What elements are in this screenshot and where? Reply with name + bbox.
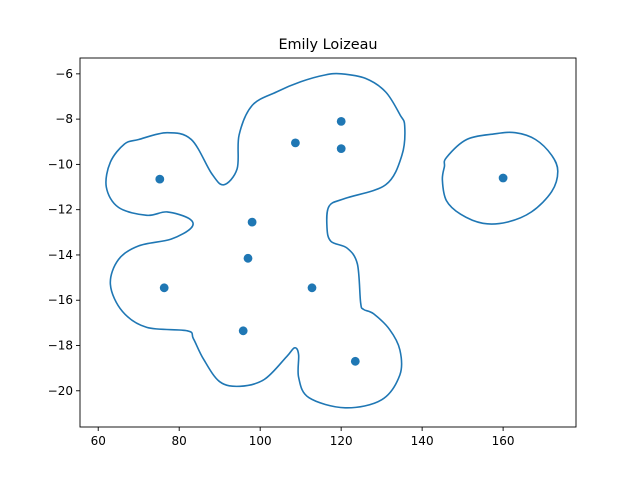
data-point-5 [247, 217, 257, 227]
x-tick-label-120: 120 [330, 434, 353, 448]
x-tick-label-80: 80 [172, 434, 187, 448]
y-tick-label--20: −20 [48, 384, 73, 398]
chart-title: Emily Loizeau [278, 37, 377, 53]
y-tick-label--12: −12 [48, 203, 73, 217]
x-tick-label-100: 100 [249, 434, 272, 448]
data-point-4 [243, 253, 253, 263]
data-point-9 [336, 144, 346, 154]
y-tick-label--18: −18 [48, 339, 73, 353]
y-tick-label--16: −16 [48, 293, 73, 307]
contour-line-2 [441, 131, 559, 225]
data-point-1 [155, 174, 165, 184]
y-tick-label--6: −6 [55, 67, 73, 81]
data-point-8 [336, 117, 346, 126]
data-point-7 [307, 283, 317, 293]
x-tick-label-160: 160 [492, 434, 515, 448]
data-point-2 [159, 283, 169, 293]
contour-line-1 [105, 72, 406, 409]
data-point-6 [291, 138, 300, 148]
data-point-10 [350, 356, 360, 366]
y-tick-label--14: −14 [48, 248, 73, 262]
x-tick-label-140: 140 [411, 434, 434, 448]
data-point-11 [498, 173, 508, 183]
y-tick-label--8: −8 [55, 112, 73, 126]
x-tick-label-60: 60 [91, 434, 106, 448]
axes-frame [79, 57, 577, 428]
y-tick-label--10: −10 [48, 157, 73, 171]
data-point-3 [238, 326, 248, 336]
plot-area: 60 80 100 120 140 160 −20 −18 −16 −14 −12 −10 −8 −6 [48, 57, 577, 448]
